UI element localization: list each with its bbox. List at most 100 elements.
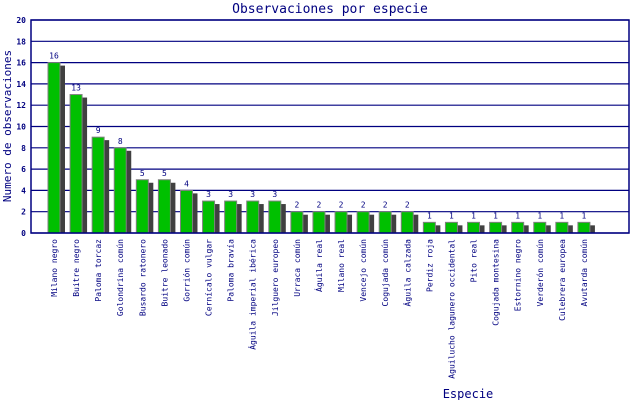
x-tick-label: Busardo ratonero: [138, 239, 147, 316]
bar-shadow: [60, 65, 65, 233]
bar-shadow: [391, 214, 397, 233]
x-tick-label: Paloma torcaz: [94, 239, 103, 302]
bar: [268, 200, 282, 234]
x-tick-label: Águila calzada: [401, 239, 412, 307]
bar: [202, 200, 216, 234]
chart-title: Observaciones por especie: [232, 2, 428, 17]
bar-shadow: [170, 182, 176, 233]
bar: [334, 211, 348, 234]
y-tick-label: 8: [21, 144, 26, 153]
data-label: 1: [515, 211, 520, 220]
data-label: 1: [537, 211, 542, 220]
bar: [69, 94, 83, 234]
x-tick-label: Cernícalo vulgar: [205, 239, 214, 316]
y-tick-label: 14: [16, 80, 26, 89]
y-tick-label: 2: [21, 208, 26, 217]
bar: [290, 211, 304, 234]
bar: [378, 211, 392, 234]
x-tick-label: Milano real: [337, 239, 346, 292]
plot-frame: [30, 19, 630, 234]
bar-shadow: [435, 225, 441, 233]
data-label: 9: [96, 126, 101, 135]
x-tick-label: Perdiz roja: [425, 239, 434, 292]
bar: [246, 200, 260, 234]
bar: [489, 221, 503, 234]
bar-shadow: [280, 204, 286, 233]
y-tick-label: 12: [16, 101, 26, 110]
bar-shadow: [324, 214, 330, 233]
bar-shadow: [369, 214, 375, 233]
x-tick-label: Urraca común: [293, 239, 302, 297]
x-tick-label: Cogujada montesina: [492, 239, 501, 326]
bar: [400, 211, 414, 234]
bar: [467, 221, 481, 234]
x-tick-labels: Milano negro Buitre negro Paloma torcaz Gol…: [50, 239, 589, 379]
data-label: 16: [49, 52, 59, 61]
x-tick-label: Milano negro: [50, 239, 59, 297]
x-tick-label: Pito real: [470, 239, 479, 283]
bar: [91, 136, 105, 234]
x-tick-label: Jilguero europeo: [271, 239, 280, 316]
x-tick-label: Culebrera europea: [558, 239, 567, 321]
y-tick-labels: 0 2 4 6 8 10 12 14 16 18 20: [16, 16, 26, 238]
x-tick-label: Avutarda común: [580, 239, 589, 307]
x-tick-label: Verderón común: [535, 239, 545, 307]
data-label: 2: [405, 201, 410, 210]
bar-shadow: [479, 225, 485, 233]
data-label: 1: [471, 211, 476, 220]
data-label: 4: [184, 179, 189, 188]
bar-shadow: [413, 214, 419, 233]
bars: 16 13 9 8 5 5 4 3 3 3 3 2 2 2 2 2 2 1 1 1 1 1 1 1 1: [47, 52, 595, 234]
y-tick-label: 16: [16, 59, 26, 68]
x-tick-label: Aguilucho lagunero occidental: [447, 239, 456, 379]
data-label: 2: [294, 201, 299, 210]
bar-shadow: [214, 204, 220, 233]
data-label: 2: [361, 201, 366, 210]
data-label: 1: [493, 211, 498, 220]
data-label: 2: [339, 201, 344, 210]
bar-shadow: [457, 225, 463, 233]
bar: [422, 221, 436, 234]
data-label: 1: [449, 211, 454, 220]
bar: [47, 62, 61, 234]
data-label: 3: [272, 190, 277, 199]
bar: [312, 211, 326, 234]
x-tick-label: Golondrina común: [116, 239, 125, 316]
bar-shadow: [126, 150, 132, 233]
bar-shadow: [545, 225, 551, 233]
bar: [555, 221, 569, 234]
bar-shadow: [104, 140, 110, 233]
data-label: 8: [118, 137, 123, 146]
y-tick-label: 18: [16, 37, 26, 46]
bar: [577, 221, 591, 234]
bar-shadow: [347, 214, 353, 233]
bar-shadow: [523, 225, 529, 233]
x-tick-label: Vencejo común: [359, 239, 368, 302]
bar-shadow: [302, 214, 308, 233]
bar: [113, 147, 127, 234]
x-tick-label: Paloma bravía: [227, 239, 236, 302]
data-label: 13: [71, 84, 81, 93]
bar-shadow: [501, 225, 507, 233]
y-tick-label: 6: [21, 165, 26, 174]
x-tick-label: Águila real: [313, 239, 324, 292]
bar: [157, 179, 171, 234]
x-tick-label: Buitre leonado: [160, 239, 169, 307]
x-axis-label: Especie: [443, 387, 494, 400]
bar: [356, 211, 370, 234]
y-tick-label: 0: [21, 229, 26, 238]
x-tick-label: Cogujada común: [381, 239, 390, 307]
bar: [444, 221, 458, 234]
data-label: 3: [228, 190, 233, 199]
data-label: 2: [317, 201, 322, 210]
data-label: 5: [162, 169, 167, 178]
bar-shadow: [82, 97, 88, 233]
y-tick-label: 4: [21, 186, 26, 195]
bar-shadow: [148, 182, 154, 233]
bar: [179, 189, 193, 234]
bar: [135, 179, 149, 234]
x-tick-label: Estornino negro: [514, 239, 523, 311]
x-tick-label: Gorrión común: [181, 239, 191, 302]
bar-shadow: [567, 225, 573, 233]
